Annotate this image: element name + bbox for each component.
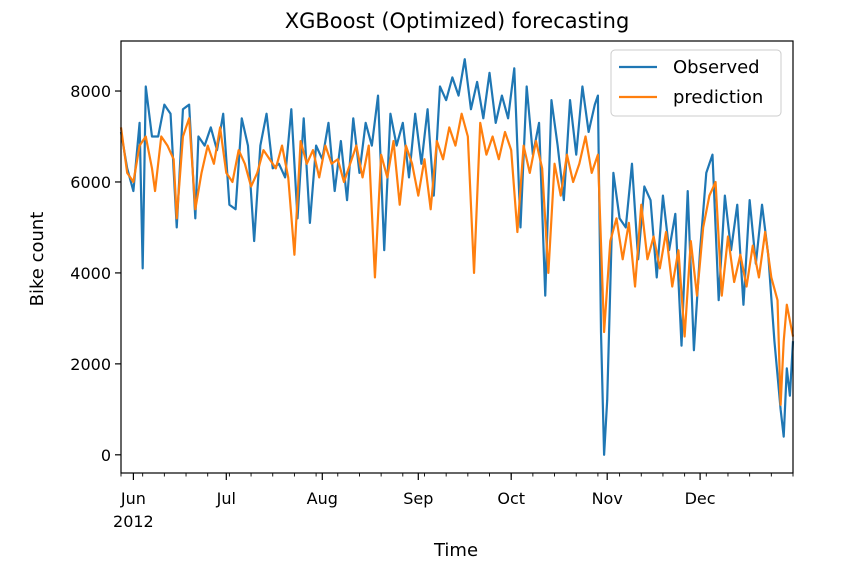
y-tick-label: 8000 xyxy=(70,82,111,101)
series-line-prediction xyxy=(119,112,795,406)
legend-label-prediction: prediction xyxy=(673,87,763,108)
y-tick-label: 2000 xyxy=(70,355,111,374)
x-tick-label: Jun xyxy=(120,489,146,508)
x-tick-label: Aug xyxy=(307,489,338,508)
y-tick-label: 6000 xyxy=(70,173,111,192)
x-tick-label: Sep xyxy=(403,489,433,508)
x-tick-label: Oct xyxy=(497,489,525,508)
series-line-observed xyxy=(119,58,795,456)
plot-frame xyxy=(120,40,794,474)
legend-label-observed: Observed xyxy=(673,57,760,78)
y-axis: 0 2000 4000 6000 8000 xyxy=(70,82,121,465)
x-tick-label: Dec xyxy=(685,489,716,508)
legend: Observed prediction xyxy=(610,49,782,117)
y-tick-label: 4000 xyxy=(70,264,111,283)
x-axis: Jun 2012 Jul Aug Sep Oct Nov Dec xyxy=(113,473,794,531)
chart-title: XGBoost (Optimized) forecasting xyxy=(285,9,630,33)
x-tick-sublabel: 2012 xyxy=(113,512,154,531)
x-tick-label: Nov xyxy=(592,489,623,508)
y-axis-label: Bike count xyxy=(27,212,48,307)
x-tick-label: Jul xyxy=(216,489,236,508)
y-tick-label: 0 xyxy=(101,446,111,465)
x-axis-label: Time xyxy=(433,540,478,561)
